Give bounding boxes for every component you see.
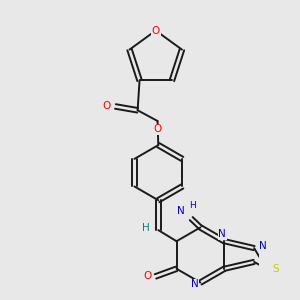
Text: H: H bbox=[142, 223, 150, 233]
Text: N: N bbox=[259, 241, 266, 251]
Text: O: O bbox=[153, 124, 162, 134]
Text: O: O bbox=[143, 272, 151, 281]
Text: H: H bbox=[189, 202, 196, 211]
Text: O: O bbox=[152, 26, 160, 36]
Text: S: S bbox=[273, 264, 279, 274]
Text: N: N bbox=[177, 206, 185, 216]
Text: O: O bbox=[103, 101, 111, 112]
Text: N: N bbox=[191, 280, 199, 290]
Text: N: N bbox=[218, 229, 226, 239]
